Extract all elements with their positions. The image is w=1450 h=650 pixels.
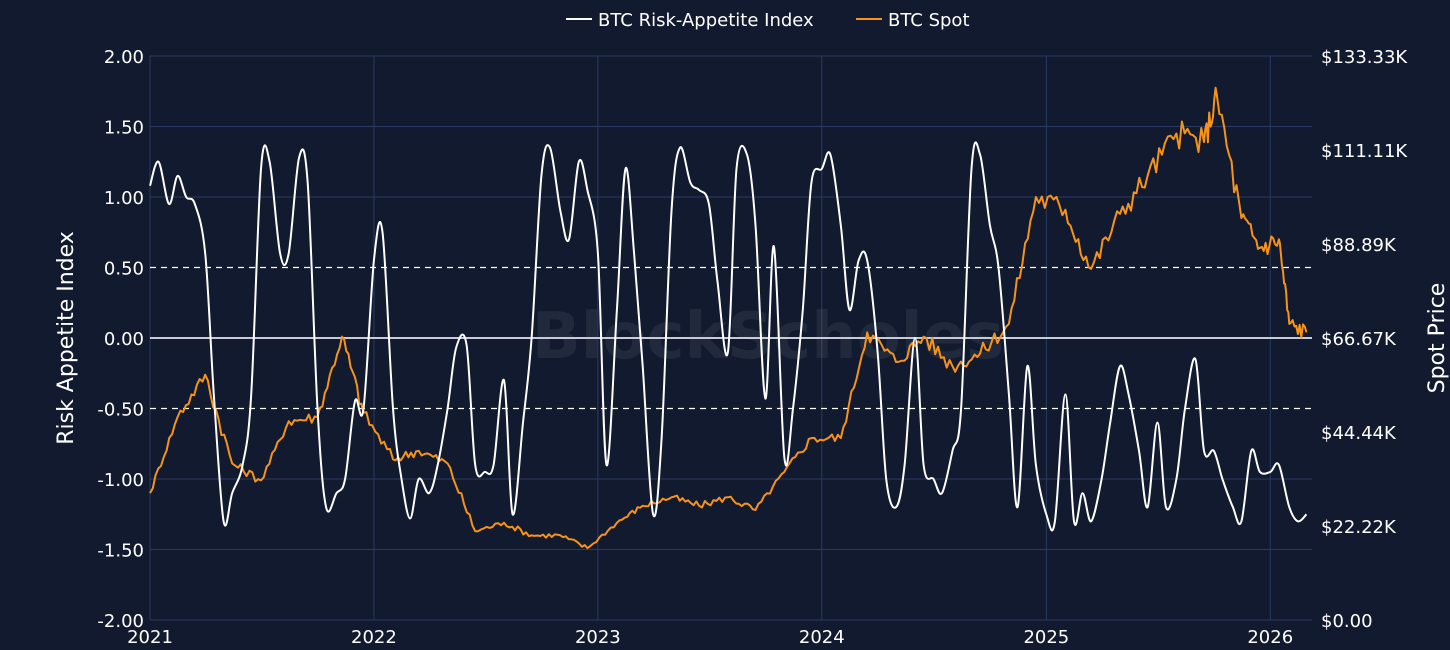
y-tick-label: 1.50: [104, 118, 144, 139]
x-tick-label: 2021: [127, 627, 173, 648]
y-tick-label: 2.00: [104, 47, 144, 68]
x-tick-label: 2022: [351, 627, 397, 648]
series-lines: [149, 86, 1308, 550]
x-tick-label: 2025: [1023, 627, 1069, 648]
y-tick-label: -1.50: [97, 541, 144, 562]
y2-tick-label: $44.44K: [1321, 423, 1397, 444]
x-tick-label: 2026: [1247, 627, 1293, 648]
y2-tick-label: $0.00: [1321, 611, 1373, 632]
y-tick-label: 0.50: [104, 259, 144, 280]
y-axis-title: Risk Appetite Index: [54, 231, 79, 445]
series-line-btc-spot: [149, 86, 1308, 550]
y2-tick-label: $88.89K: [1321, 235, 1397, 256]
y-tick-label: -0.50: [97, 400, 144, 421]
y-tick-label: 0.00: [104, 329, 144, 350]
legend: BTC Risk-Appetite Index BTC Spot: [566, 10, 970, 31]
x-tick-label: 2023: [575, 627, 621, 648]
y-tick-label: -1.00: [97, 470, 144, 491]
legend-label: BTC Spot: [888, 10, 970, 31]
y2-axis-title: Spot Price: [1425, 283, 1450, 394]
y2-tick-label: $66.67K: [1321, 329, 1397, 350]
y2-tick-label: $22.22K: [1321, 517, 1397, 538]
y-tick-label: -2.00: [97, 611, 144, 632]
y-tick-label: 1.00: [104, 188, 144, 209]
series-line-risk-appetite: [149, 141, 1308, 532]
legend-label: BTC Risk-Appetite Index: [598, 10, 814, 31]
tick-labels: -2.00 -1.50 -1.00 -0.50 0.00 0.50 1.00 1.50 2.00…: [97, 47, 1408, 648]
x-tick-label: 2024: [799, 627, 845, 648]
y2-tick-label: $133.33K: [1321, 47, 1408, 68]
y2-tick-label: $111.11K: [1321, 141, 1408, 162]
